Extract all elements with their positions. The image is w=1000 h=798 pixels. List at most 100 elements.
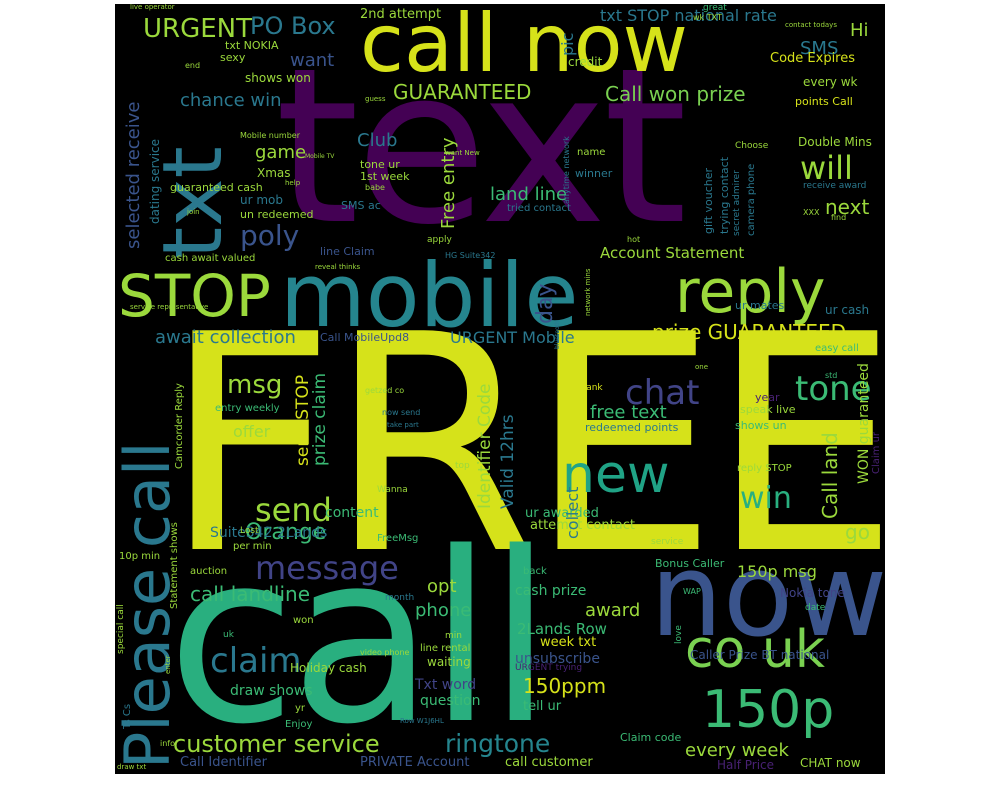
word-wk-txt: wk TXT xyxy=(693,13,722,22)
word-msg: msg xyxy=(227,370,283,400)
word-tried-contact: tried contact xyxy=(507,203,571,214)
word-send: send xyxy=(255,491,332,529)
word-easy-call: easy call xyxy=(815,343,859,354)
word-day: day xyxy=(533,283,558,324)
word-mobile-number: Mobile number xyxy=(240,131,301,140)
word-club: Club xyxy=(357,130,398,151)
word-year: year xyxy=(755,391,780,404)
word-txt: txt xyxy=(146,146,241,259)
word-ur-mates: ur mates xyxy=(735,299,785,312)
word-customer-service: customer service xyxy=(173,730,380,758)
word-ringtone: ringtone xyxy=(445,729,551,758)
word-freemsg: FreeMsg xyxy=(377,533,419,544)
word-call-landline: call landline xyxy=(190,582,310,606)
word-apply: apply xyxy=(427,235,452,245)
word-offer: offer xyxy=(233,422,271,441)
word-tone: tone xyxy=(795,369,872,409)
word-land-line: land line xyxy=(490,184,568,205)
word-top: top xyxy=(455,461,470,471)
word-question: question xyxy=(420,693,481,709)
word-draw-txt: draw txt xyxy=(117,763,147,771)
word-text: text xyxy=(275,21,687,272)
word-choose: Choose xyxy=(735,141,769,151)
word-month: month xyxy=(385,593,415,603)
word-uk: uk xyxy=(223,630,234,640)
word-txt-stop-national-rate: txt STOP national rate xyxy=(600,6,777,25)
word-call-customer: call customer xyxy=(505,755,593,770)
word-2nd-attempt: 2nd attempt xyxy=(360,7,442,22)
word-trying-contact: trying contact xyxy=(718,156,731,234)
word-gift-voucher: gift voucher xyxy=(702,167,715,234)
word-150ppm: 150ppm xyxy=(523,674,607,698)
word-txt-nokia: txt NOKIA xyxy=(225,39,279,52)
word-redeemed-points: redeemed points xyxy=(585,421,679,434)
word-guess: guess xyxy=(365,95,386,103)
word-nokia-tone: Nokia tone xyxy=(780,586,845,600)
word-1st-week: 1st week xyxy=(360,170,410,183)
word-xmas: Xmas xyxy=(257,166,291,180)
word-entry-weekly: entry weekly xyxy=(215,403,280,414)
word-end: end xyxy=(185,61,201,70)
word-shows-won: shows won xyxy=(245,71,311,85)
word-std: std xyxy=(825,371,838,380)
word-back: back xyxy=(523,566,547,577)
word-game: game xyxy=(255,142,307,163)
word-reply: reply xyxy=(675,257,826,327)
word-speak-live: speak live xyxy=(740,403,796,416)
word-sexy: sexy xyxy=(220,51,246,64)
word-caller-prize: Caller Prize BT national xyxy=(690,648,830,662)
word-co-uk: co uk xyxy=(685,620,826,680)
word-chat: chat xyxy=(625,373,700,413)
word-code-expires: Code Expires xyxy=(770,51,856,66)
word-contact-todays: contact todays xyxy=(785,21,837,29)
word-network-mins: network mins xyxy=(584,268,592,317)
word-chance-win: chance win xyxy=(180,90,282,111)
word-every-week: every week xyxy=(685,740,789,761)
word-ur-awarded: ur awarded xyxy=(525,506,599,521)
word-tell-ur: tell ur xyxy=(523,699,562,714)
word-guaranteed: GUARANTEED xyxy=(393,80,532,104)
word-auction: auction xyxy=(190,566,228,577)
word-account-statement: Account Statement xyxy=(600,244,745,262)
word-award: award xyxy=(585,600,641,621)
word-line-rental: line rental xyxy=(420,643,471,654)
word-call-won-prize: Call won prize xyxy=(605,82,746,106)
word-xxx: XXX xyxy=(803,208,820,217)
word-pic: pic xyxy=(558,32,577,56)
word-love: love xyxy=(674,625,684,644)
word-reveal-thinks: reveal thinks xyxy=(315,263,361,271)
word-min: min xyxy=(445,631,462,641)
word-bluetooth: bluetooth xyxy=(554,320,561,349)
word-message: message xyxy=(255,549,399,587)
word-free-text: free text xyxy=(590,402,667,423)
word-statement-shows: Statement shows xyxy=(169,522,180,609)
word-unsubscribe: unsubscribe xyxy=(515,651,600,667)
word-po-box: PO Box xyxy=(250,12,336,40)
word-opt: opt xyxy=(427,576,457,597)
word-want: want xyxy=(290,50,335,71)
word-babe: babe xyxy=(365,183,385,192)
word-info: info xyxy=(160,739,176,748)
word-help: help xyxy=(285,179,301,187)
word-phone: phone xyxy=(415,600,472,621)
word-collect: collect xyxy=(563,486,582,539)
word-one: one xyxy=(695,363,709,371)
word-urgent: URGENT xyxy=(143,14,253,44)
word-claim: claim xyxy=(210,641,302,681)
word-prize-guaranteed: prize GUARANTEED xyxy=(652,320,847,344)
word-receive-award: receive award xyxy=(803,181,867,191)
word-call-identifier: Call Identifier xyxy=(180,755,267,770)
word-chat-now: CHAT now xyxy=(800,756,861,770)
word-double-mins: Double Mins xyxy=(798,135,872,149)
word-camera-phone: camera phone xyxy=(746,163,757,236)
word-hot: hot xyxy=(627,235,641,244)
word-claim-code: Claim code xyxy=(620,731,682,744)
word-now-send: now send xyxy=(382,408,421,417)
word-cloud: FREE text call mobile now call now txt P… xyxy=(115,4,885,774)
word-special-call: special call xyxy=(116,604,126,654)
word-prize-claim: prize claim xyxy=(310,372,330,466)
word-find: find xyxy=(831,213,847,222)
word-2lands-row: 2Lands Row xyxy=(517,620,607,638)
word-stop: STOP xyxy=(118,262,271,330)
word-yr: yr xyxy=(295,703,306,714)
